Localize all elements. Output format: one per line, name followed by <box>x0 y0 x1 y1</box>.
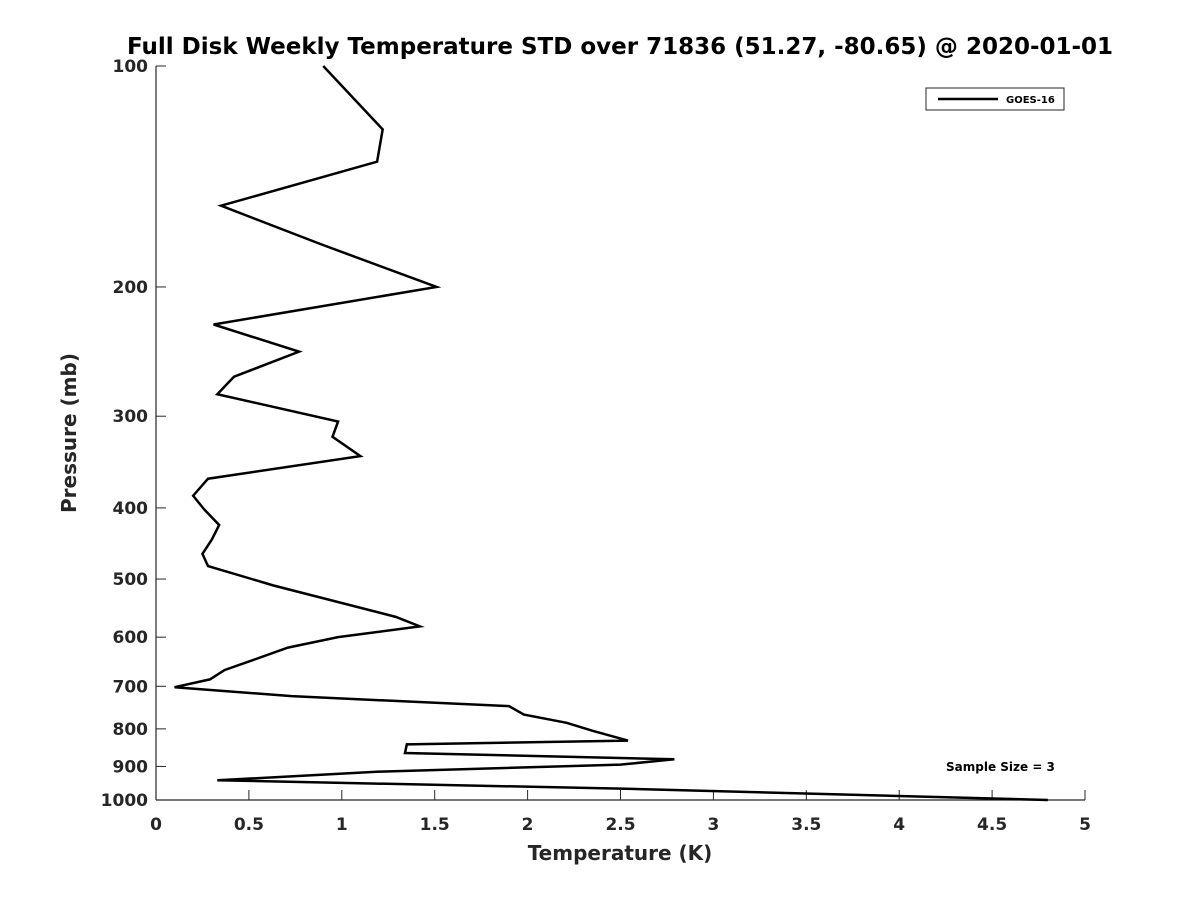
y-tick-label: 200 <box>113 278 149 298</box>
x-tick-label: 4 <box>893 815 905 835</box>
sample-size-annotation: Sample Size = 3 <box>946 760 1055 774</box>
y-tick-label: 500 <box>113 570 149 590</box>
x-tick-label: 3.5 <box>791 815 821 835</box>
x-tick-label: 0 <box>150 815 162 835</box>
y-tick-label: 300 <box>113 407 149 427</box>
y-ticks: 100 200 300 400 500 600 700 800 900 1000 <box>101 57 166 811</box>
y-tick-label: 900 <box>113 757 149 777</box>
chart-title: Full Disk Weekly Temperature STD over 71… <box>127 34 1113 60</box>
y-tick-label: 800 <box>113 720 149 740</box>
y-tick-label: 400 <box>113 499 149 519</box>
x-tick-label: 0.5 <box>234 815 264 835</box>
x-ticks: 0 0.5 1 1.5 2 2.5 3 3.5 4 4.5 5 <box>150 790 1091 835</box>
y-tick-label: 600 <box>113 628 149 648</box>
x-axis-label: Temperature (K) <box>528 841 713 865</box>
y-tick-label: 700 <box>113 677 149 697</box>
series-line-goes-16 <box>174 65 1048 802</box>
x-tick-label: 1 <box>336 815 348 835</box>
x-tick-label: 5 <box>1079 815 1091 835</box>
y-tick-label: 100 <box>113 57 149 77</box>
x-tick-label: 4.5 <box>977 815 1007 835</box>
legend: GOES-16 <box>925 87 1065 111</box>
legend-label-goes-16: GOES-16 <box>1006 95 1055 106</box>
x-tick-label: 2 <box>522 815 534 835</box>
x-tick-label: 1.5 <box>420 815 450 835</box>
series-group <box>174 65 1048 802</box>
axes <box>155 66 1085 801</box>
y-axis-label: Pressure (mb) <box>57 353 81 513</box>
x-tick-label: 3 <box>707 815 719 835</box>
y-tick-label: 1000 <box>101 791 148 811</box>
x-tick-label: 2.5 <box>605 815 635 835</box>
